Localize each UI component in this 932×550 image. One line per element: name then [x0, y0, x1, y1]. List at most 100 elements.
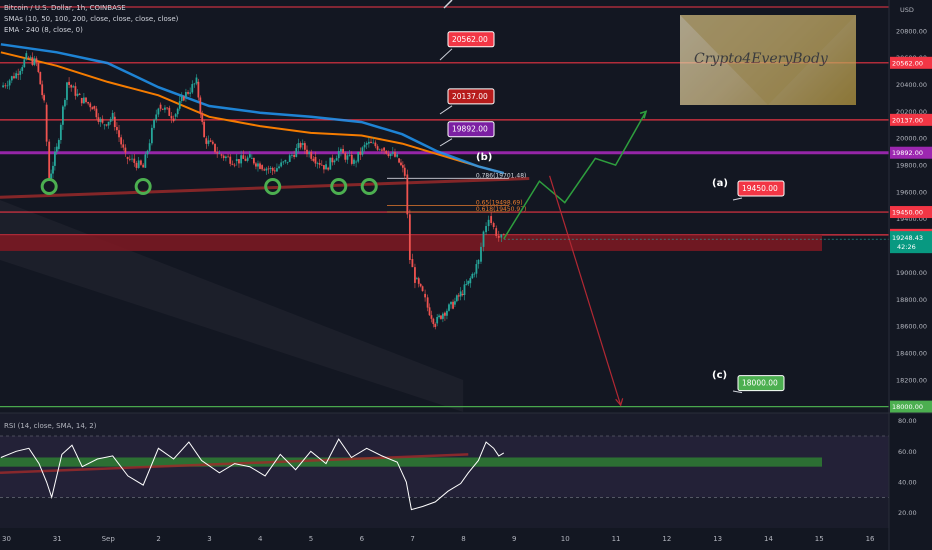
callout-pointer [439, 48, 453, 61]
candle-body [109, 118, 112, 122]
level-axis-label: 19892.00 [892, 149, 923, 157]
candle-body [455, 295, 458, 302]
level-axis-label: 20562.00 [892, 59, 923, 67]
candle-body [312, 158, 315, 161]
candle-body [344, 153, 347, 160]
level-callout-label: 19892.00 [452, 125, 488, 134]
candle-body [209, 140, 212, 142]
candle-body [199, 97, 202, 114]
candle-body [52, 165, 54, 174]
candle-body [448, 304, 450, 311]
time-axis-tick: 16 [866, 535, 875, 543]
sma-line [0, 43, 505, 175]
candle-body [118, 130, 120, 138]
candle-body [214, 143, 216, 153]
candle-body [299, 143, 302, 148]
swing-low-marker [40, 178, 58, 196]
candle-body [64, 99, 66, 107]
candle-body [76, 93, 79, 96]
level-callout-badge [447, 88, 495, 105]
candle-body [142, 164, 145, 168]
candle-body [414, 267, 416, 283]
candle-body [361, 147, 364, 155]
candle-body [288, 155, 291, 162]
projection-up-arrowhead [639, 110, 648, 119]
candle-body [231, 163, 234, 165]
chart-legend: Bitcoin / U.S. Dollar, 1h, COINBASE SMAs… [4, 3, 178, 36]
currency-label: USD [900, 6, 914, 14]
candle-body [267, 168, 270, 170]
level-callout-badge [737, 180, 785, 197]
level-axis-label: 18000.00 [892, 403, 923, 411]
candle-body [383, 147, 385, 151]
candle-body [365, 143, 368, 145]
symbol-title[interactable]: Bitcoin / U.S. Dollar, 1h, COINBASE [4, 4, 126, 12]
candle-body [172, 118, 175, 122]
time-axis-tick: 31 [53, 535, 62, 543]
candle-body [103, 124, 106, 126]
rsi-title[interactable]: RSI (14, close, SMA, 14, 2) [4, 422, 97, 430]
candle-body [314, 157, 317, 164]
candle-body [2, 85, 4, 88]
candle-body [426, 297, 429, 308]
candle-body [116, 127, 118, 131]
candle-body [396, 154, 399, 157]
price-axis-tick: 19800.00 [896, 162, 927, 170]
level-callout-label: 19450.00 [742, 184, 778, 193]
level-axis-badge [890, 400, 932, 413]
candle-body [78, 93, 81, 95]
candle-body [176, 108, 179, 115]
candle-body [146, 150, 149, 155]
candle-body [428, 307, 431, 316]
candle-body [477, 259, 480, 265]
candle-body [444, 312, 446, 316]
rsi-axis-tick: 80.00 [898, 417, 917, 425]
level-callout-label: 18000.00 [742, 379, 778, 388]
rsi-axis-tick: 60.00 [898, 448, 917, 456]
candle-body [137, 160, 140, 168]
time-axis-tick: 14 [764, 535, 773, 543]
candle-body [318, 162, 321, 165]
candle-body [122, 144, 125, 148]
sma-indicator-title[interactable]: SMAs (10, 50, 100, 200, close, close, cl… [4, 15, 179, 23]
candle-body [450, 301, 452, 305]
candle-body [333, 160, 336, 163]
candle-body [70, 84, 73, 88]
price-axis-tick: 20000.00 [896, 135, 927, 143]
candle-body [381, 149, 383, 151]
candle-body [113, 116, 116, 128]
countdown-label: 42:26 [897, 243, 916, 251]
candle-body [164, 107, 166, 110]
candle-body [387, 153, 390, 157]
candle-body [284, 159, 287, 162]
candle-body [203, 121, 206, 138]
level-callout-badge [447, 121, 495, 138]
candle-body [238, 159, 240, 164]
candle-body [6, 85, 9, 87]
price-axis-tick: 19600.00 [896, 188, 927, 196]
price-axis-tick: 18800.00 [896, 296, 927, 304]
level-axis-badge [890, 206, 932, 219]
ema-line [0, 51, 505, 175]
candle-body [320, 164, 323, 166]
candle-body [490, 216, 493, 224]
candle-body [111, 112, 114, 119]
candle-body [144, 154, 147, 168]
candle-body [461, 293, 464, 295]
candle-body [93, 106, 96, 109]
candle-body [159, 104, 162, 109]
level-callout-label: 20562.00 [452, 35, 488, 44]
candle-body [23, 59, 26, 68]
candle-body [55, 146, 58, 152]
candle-body [374, 142, 377, 147]
candle-body [25, 53, 28, 60]
candle-body [240, 155, 243, 164]
candle-body [150, 127, 153, 144]
candle-body [187, 92, 189, 94]
candle-body [480, 246, 482, 262]
candle-body [327, 167, 330, 170]
candle-body [107, 121, 110, 126]
candle-body [250, 157, 253, 159]
candle-body [359, 151, 362, 155]
ema-indicator-title[interactable]: EMA · 240 (8, close, 0) [4, 26, 83, 34]
